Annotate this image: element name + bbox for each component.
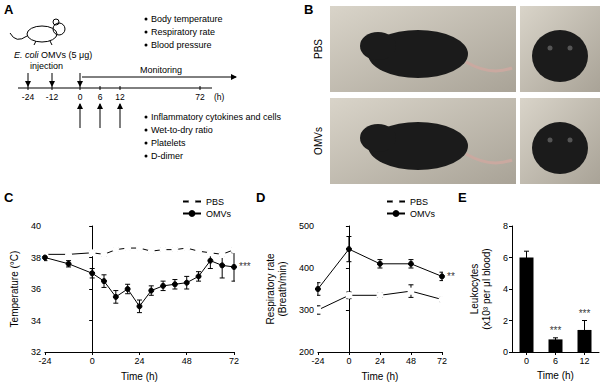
svg-text:-24: -24: [311, 356, 324, 366]
svg-text:***: ***: [579, 308, 591, 319]
svg-text:Blood pressure: Blood pressure: [151, 40, 212, 50]
svg-text:40: 40: [31, 221, 41, 231]
svg-text:PBS: PBS: [410, 197, 428, 207]
svg-text:48: 48: [182, 356, 192, 366]
svg-text:-24: -24: [22, 92, 35, 102]
html-text:C: C: [4, 190, 14, 205]
svg-text:0: 0: [90, 356, 95, 366]
svg-text:OMVs: OMVs: [313, 127, 324, 155]
svg-text:-12: -12: [46, 92, 59, 102]
svg-text:**: **: [447, 271, 455, 282]
svg-text:32: 32: [30, 347, 41, 357]
svg-text:Time (h): Time (h): [537, 370, 574, 381]
svg-text:PBS: PBS: [206, 197, 224, 207]
svg-text:Body temperature: Body temperature: [151, 14, 223, 24]
svg-text:injection: injection: [30, 61, 63, 71]
svg-text:2: 2: [503, 316, 508, 326]
svg-text:Platelets: Platelets: [151, 138, 186, 148]
svg-text:(x10³ per μl blood): (x10³ per μl blood): [481, 248, 492, 329]
svg-text:PBS: PBS: [313, 39, 324, 59]
svg-text:Monitoring: Monitoring: [140, 65, 182, 75]
svg-text:(Breath/min): (Breath/min): [277, 261, 288, 316]
svg-text:Wet-to-dry ratio: Wet-to-dry ratio: [151, 125, 213, 135]
svg-text:400: 400: [299, 263, 314, 273]
svg-text:Respiratory rate: Respiratory rate: [151, 27, 215, 37]
svg-text:0: 0: [524, 356, 529, 366]
svg-text:300: 300: [299, 305, 314, 315]
svg-text:0: 0: [78, 92, 83, 102]
svg-text:500: 500: [299, 221, 314, 231]
svg-text:E. coli OMVs (5 μg): E. coli OMVs (5 μg): [14, 50, 92, 60]
svg-text:6: 6: [503, 253, 508, 263]
svg-text:12: 12: [579, 356, 589, 366]
svg-text:200: 200: [298, 347, 314, 357]
svg-text:***: ***: [550, 325, 562, 336]
svg-text:8: 8: [503, 221, 508, 231]
svg-text:A: A: [4, 2, 14, 17]
svg-text:4: 4: [503, 284, 508, 294]
svg-text:***: ***: [239, 261, 251, 272]
html-text:D: D: [256, 190, 266, 205]
svg-text:OMVs: OMVs: [206, 209, 232, 219]
svg-text:36: 36: [31, 284, 41, 294]
svg-text:24: 24: [134, 356, 144, 366]
svg-text:B: B: [304, 2, 313, 17]
svg-text:12: 12: [115, 92, 125, 102]
svg-text:Temperature (°C): Temperature (°C): [9, 251, 20, 328]
svg-text:Leukocytes: Leukocytes: [469, 264, 480, 315]
svg-text:0: 0: [346, 356, 351, 366]
svg-text:72: 72: [229, 356, 239, 366]
svg-text:Inflammatory cytokines and cel: Inflammatory cytokines and cells: [151, 112, 282, 122]
svg-text:0: 0: [503, 347, 508, 357]
svg-text:Respiratory rate: Respiratory rate: [265, 253, 276, 325]
svg-text:(h): (h): [214, 92, 225, 102]
svg-text:34: 34: [31, 316, 41, 326]
svg-text:Time (h): Time (h): [362, 371, 399, 382]
svg-text:24: 24: [375, 356, 385, 366]
svg-text:Time (h): Time (h): [121, 371, 158, 382]
svg-text:48: 48: [406, 356, 416, 366]
svg-text:72: 72: [437, 356, 447, 366]
html-text:E: E: [458, 190, 467, 205]
svg-text:D-dimer: D-dimer: [151, 151, 183, 161]
svg-text:6: 6: [553, 356, 558, 366]
svg-text:OMVs: OMVs: [410, 209, 436, 219]
svg-text:38: 38: [31, 253, 41, 263]
svg-text:72: 72: [195, 92, 205, 102]
svg-text:-24: -24: [38, 356, 51, 366]
svg-text:6: 6: [98, 92, 103, 102]
